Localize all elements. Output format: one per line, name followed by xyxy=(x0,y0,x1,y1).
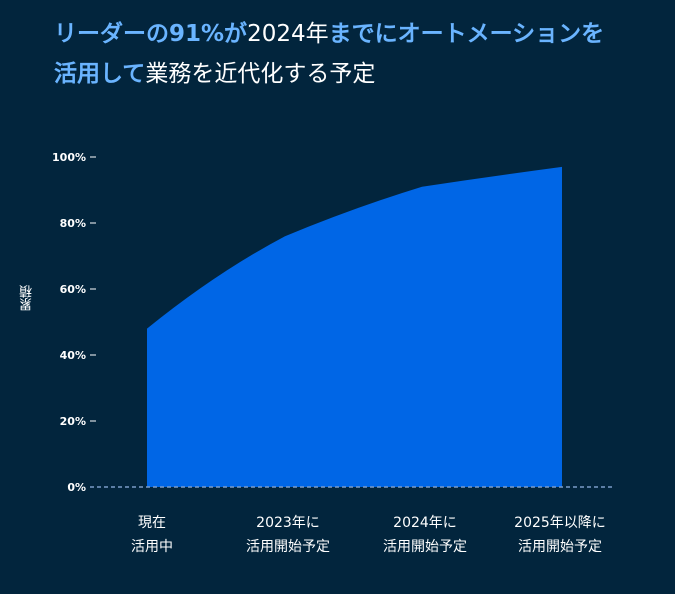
y-tick-label: 20% xyxy=(60,415,86,428)
title-year: 2024年 xyxy=(247,21,329,47)
x-axis: 現在活用中2023年に活用開始予定2024年に活用開始予定2025年以降に活用開… xyxy=(131,515,606,555)
x-category-label: 活用開始予定 xyxy=(518,539,602,555)
plot-area xyxy=(90,166,612,488)
y-tick-label: 100% xyxy=(52,151,86,164)
chart-title: リーダーの91%が2024年までにオートメーションを 活用して業務を近代化する予… xyxy=(54,14,654,94)
title-highlight-2: までにオートメーションを xyxy=(328,21,605,47)
x-category-label: 活用開始予定 xyxy=(383,539,467,555)
y-tick-label: 80% xyxy=(60,217,86,230)
title-rest: 業務を近代化する予定 xyxy=(145,61,376,87)
x-category-label: 2025年以降に xyxy=(514,515,606,531)
y-tick-label: 40% xyxy=(60,349,86,362)
y-axis: 0% 20% 40% 60% 80% 100% xyxy=(52,151,96,494)
x-category-label: 活用開始予定 xyxy=(246,539,330,555)
x-category-label: 活用中 xyxy=(131,539,173,555)
x-category-label: 2024年に xyxy=(393,515,457,531)
x-category-label: 2023年に xyxy=(256,515,320,531)
cumulative-area xyxy=(147,166,562,487)
y-tick-label: 0% xyxy=(67,481,86,494)
title-highlight-3: 活用して xyxy=(54,61,146,87)
title-highlight-1: リーダーの91%が xyxy=(54,21,248,47)
x-category-label: 現在 xyxy=(138,515,166,531)
y-tick-label: 60% xyxy=(60,283,86,296)
